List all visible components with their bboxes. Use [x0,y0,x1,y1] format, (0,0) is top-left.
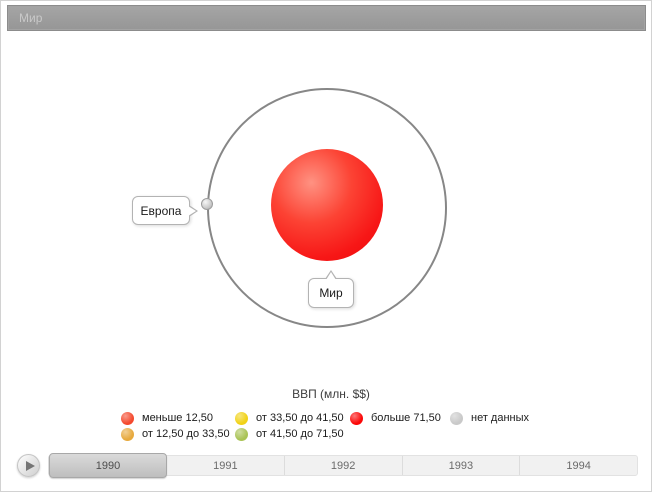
europe-node-dot[interactable] [201,198,213,210]
legend-item: меньше 12,50 [121,410,235,426]
world-bubble[interactable] [271,149,383,261]
timeline-year[interactable]: 1992 [285,456,403,475]
breadcrumb[interactable]: Мир [19,11,43,25]
world-bubble-label[interactable]: Мир [308,270,354,308]
legend-label: нет данных [471,412,530,424]
timeline-year[interactable]: 1993 [403,456,521,475]
legend-title: ВВП (млн. $$) [292,387,370,401]
timeline: 1990 1991 1992 1993 1994 [48,453,638,478]
legend-dot-red [350,411,363,425]
europe-label-text: Европа [140,203,182,218]
legend-item: от 12,50 до 33,50 [121,426,235,442]
legend-label: от 41,50 до 71,50 [256,428,344,440]
legend-item: от 41,50 до 71,50 [235,426,350,442]
legend-dot-orange [121,427,134,441]
legend-label: от 33,50 до 41,50 [256,412,344,424]
play-button[interactable] [17,454,40,477]
legend-dot-red-orange [121,411,134,425]
legend-dot-gray [450,411,463,425]
world-label-text: Мир [319,286,343,300]
legend: меньше 12,50 от 33,50 до 41,50 больше 71… [121,410,529,442]
timeline-year[interactable]: 1991 [167,456,285,475]
legend-label: от 12,50 до 33,50 [142,428,230,440]
legend-label: меньше 12,50 [142,412,214,424]
legend-dot-yellow [235,411,248,425]
legend-item: от 33,50 до 41,50 [235,410,350,426]
timeline-year[interactable]: 1990 [49,453,167,478]
legend-item: нет данных [450,410,529,426]
legend-dot-green [235,427,248,441]
legend-label: больше 71,50 [371,412,441,424]
timeline-year[interactable]: 1994 [566,459,591,472]
play-icon [25,460,35,471]
breadcrumb-bar[interactable]: Мир [7,5,646,31]
europe-node-label[interactable]: Европа [132,196,198,225]
legend-item: больше 71,50 [350,410,450,426]
